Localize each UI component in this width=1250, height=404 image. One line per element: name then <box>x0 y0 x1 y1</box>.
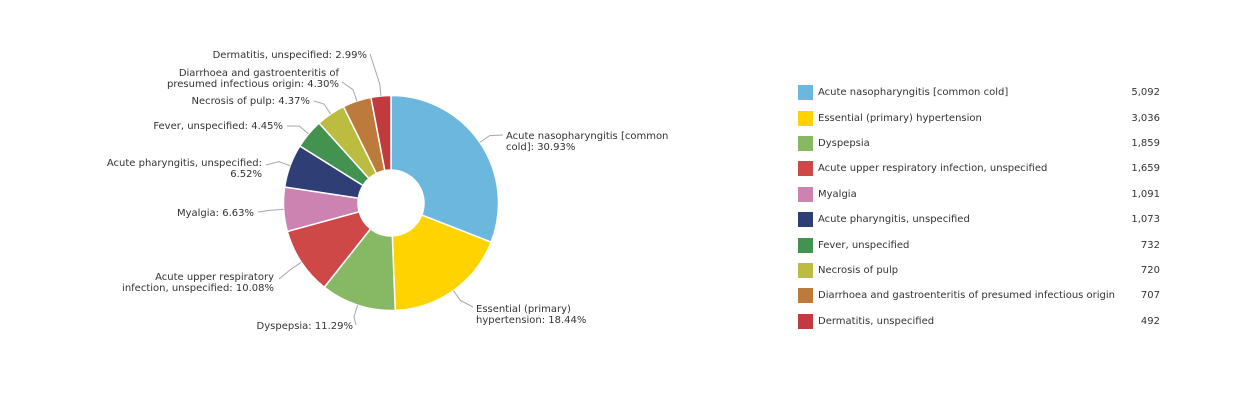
legend-label: Fever, unspecified <box>818 239 910 251</box>
legend-value: 707 <box>1140 290 1160 302</box>
legend-swatch <box>798 110 813 126</box>
chart-legend: Acute nasopharyngitis [common cold] 5,092… <box>798 80 1166 334</box>
legend-label: Acute pharyngitis, unspecified <box>818 214 970 226</box>
slice-label: Diarrhoea and gastroenteritis of presumed… <box>167 68 339 90</box>
label-leader-line <box>286 125 309 135</box>
legend-value: 1,659 <box>1131 163 1160 175</box>
pie-slice[interactable] <box>370 94 392 172</box>
label-leader-line <box>341 81 358 102</box>
label-leader-line <box>452 290 474 308</box>
legend-label: Diarrhoea and gastroenteritis of presume… <box>818 290 1116 302</box>
legend-swatch <box>798 161 813 177</box>
legend-item[interactable]: Acute upper respiratory infection, unspe… <box>798 156 1166 181</box>
pie-slice[interactable] <box>390 94 500 244</box>
legend-item[interactable]: Acute nasopharyngitis [common cold] 5,092 <box>798 80 1166 105</box>
legend-label: Acute nasopharyngitis [common cold] <box>818 87 1009 99</box>
label-leader-line <box>353 305 359 326</box>
legend-swatch <box>798 313 813 329</box>
legend-label: Acute upper respiratory infection, unspe… <box>818 163 1048 175</box>
legend-swatch <box>798 212 813 228</box>
legend-item[interactable]: Diarrhoea and gastroenteritis of presume… <box>798 283 1166 308</box>
label-leader-line <box>265 161 291 167</box>
legend-value: 492 <box>1140 315 1160 327</box>
slice-label: Dyspepsia: 11.29% <box>257 321 353 332</box>
legend-value: 5,092 <box>1131 87 1160 99</box>
legend-value: 1,091 <box>1131 188 1160 200</box>
slice-label: Acute nasopharyngitis [common cold]: 30.9… <box>506 131 668 153</box>
slice-label: Necrosis of pulp: 4.37% <box>192 96 310 107</box>
legend-item[interactable]: Dyspepsia 1,859 <box>798 131 1166 156</box>
legend-label: Dyspepsia <box>818 137 870 149</box>
slice-label: Acute upper respiratory infection, unspec… <box>122 272 274 294</box>
legend-swatch <box>798 186 813 202</box>
legend-value: 1,073 <box>1131 214 1160 226</box>
slice-label: Essential (primary) hypertension: 18.44% <box>476 304 586 326</box>
label-leader-line <box>369 53 382 97</box>
legend-swatch <box>798 262 813 278</box>
legend-item[interactable]: Acute pharyngitis, unspecified 1,073 <box>798 207 1166 232</box>
label-leader-line <box>479 134 504 143</box>
slice-label: Acute pharyngitis, unspecified: 6.52% <box>107 158 262 180</box>
legend-value: 3,036 <box>1131 112 1160 124</box>
legend-swatch <box>798 135 813 151</box>
legend-value: 720 <box>1140 264 1160 276</box>
legend-item[interactable]: Myalgia 1,091 <box>798 182 1166 207</box>
legend-swatch <box>798 237 813 253</box>
legend-value: 1,859 <box>1131 137 1160 149</box>
legend-label: Essential (primary) hypertension <box>818 112 982 124</box>
legend-item[interactable]: Necrosis of pulp 720 <box>798 258 1166 283</box>
legend-label: Myalgia <box>818 188 857 200</box>
legend-label: Necrosis of pulp <box>818 264 899 276</box>
label-leader-line <box>278 261 302 280</box>
legend-label: Dermatitis, unspecified <box>818 315 935 327</box>
pie-slice[interactable] <box>391 214 493 312</box>
legend-swatch <box>798 288 813 304</box>
slice-label: Myalgia: 6.63% <box>177 208 254 219</box>
slice-label: Fever, unspecified: 4.45% <box>153 121 283 132</box>
legend-item[interactable]: Fever, unspecified 732 <box>798 232 1166 257</box>
legend-item[interactable]: Essential (primary) hypertension 3,036 <box>798 105 1166 130</box>
legend-swatch <box>798 85 813 101</box>
legend-item[interactable]: Dermatitis, unspecified 492 <box>798 309 1166 334</box>
label-leader-line <box>313 100 332 115</box>
slice-label: Dermatitis, unspecified: 2.99% <box>213 50 367 61</box>
label-leader-line <box>257 208 284 213</box>
legend-value: 732 <box>1140 239 1160 251</box>
